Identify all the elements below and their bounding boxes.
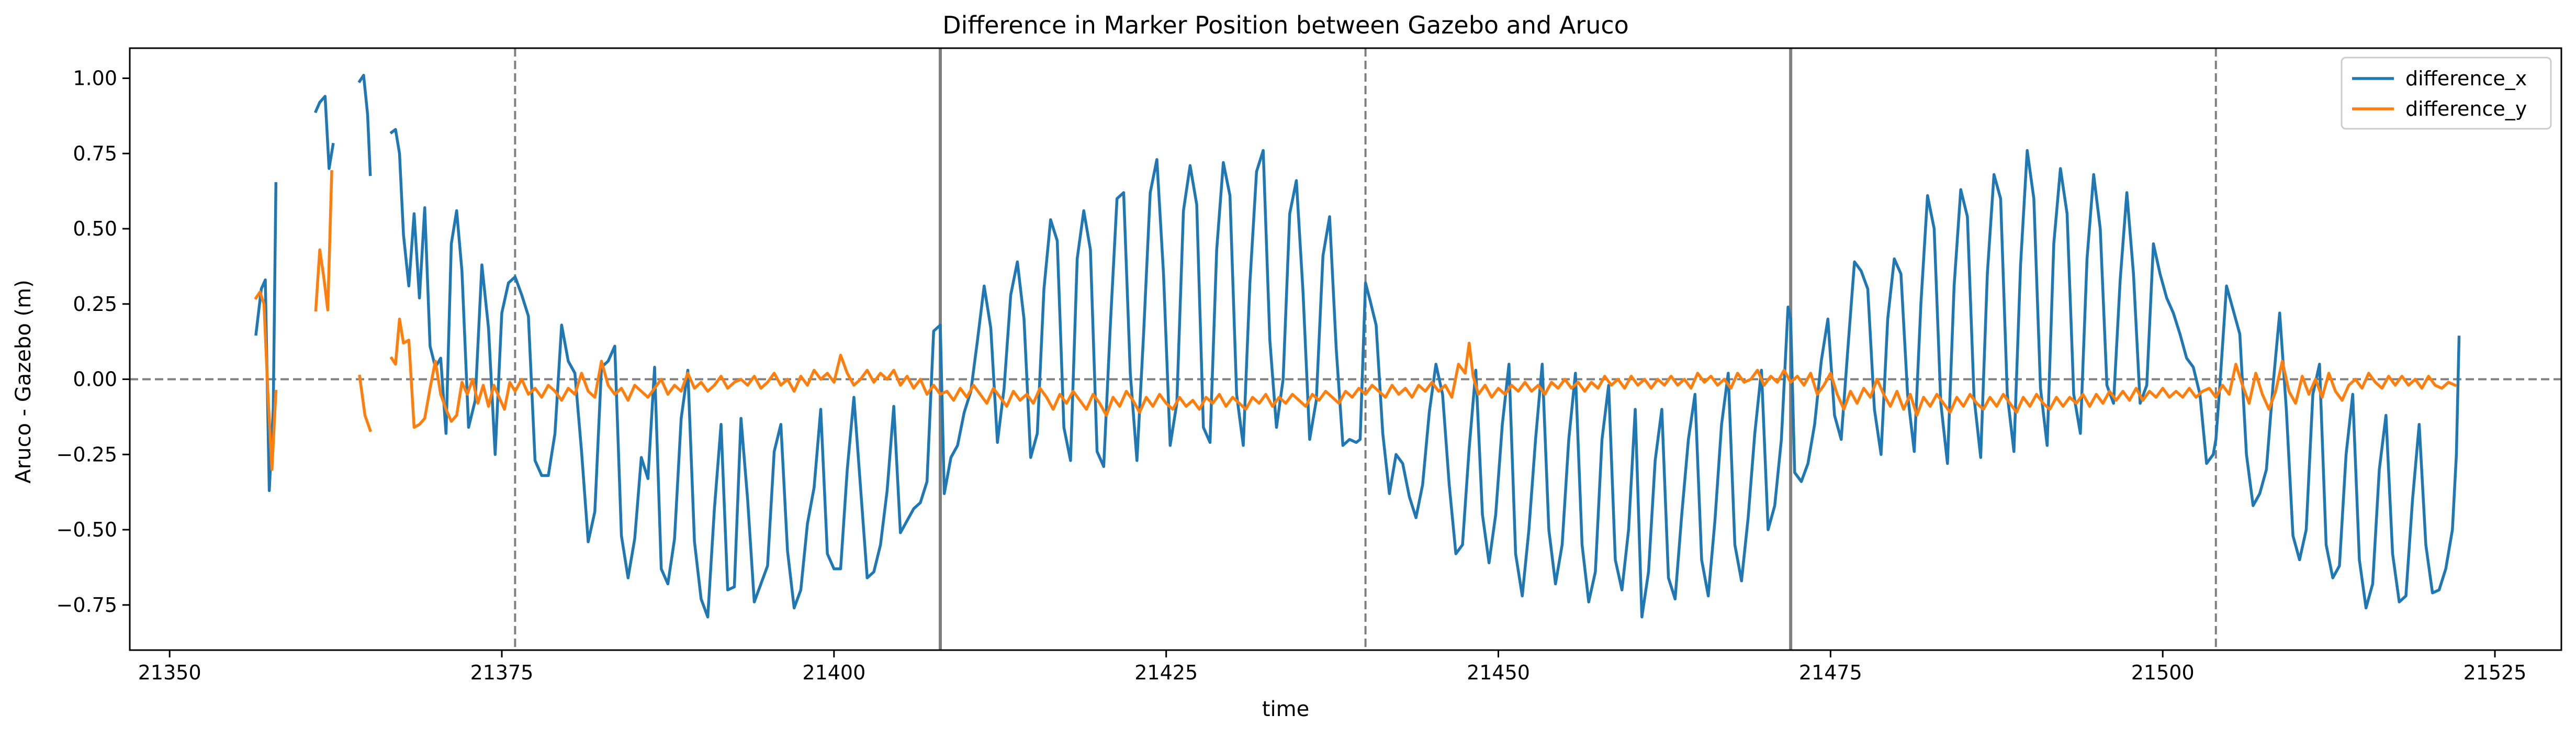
x-tick-label: 21475	[1799, 661, 1862, 684]
plot-frame	[129, 47, 2562, 651]
plot-area: 21350 21375 21400 21425 21450 21475 21500 21525…	[57, 47, 2562, 684]
legend-box	[2341, 57, 2552, 130]
x-tick-label: 21400	[802, 661, 865, 684]
y-tick-label: −0.50	[57, 518, 117, 541]
y-tick-label: 1.00	[73, 67, 117, 90]
x-axis-label: time	[1262, 697, 1309, 721]
series-line-difference_x	[389, 128, 2461, 619]
series-line-difference_x	[357, 74, 372, 176]
y-tick-label: 0.50	[73, 217, 117, 240]
x-tick-label: 21525	[2463, 661, 2527, 684]
y-tick-label: 0.00	[73, 368, 117, 391]
y-tick-label: −0.25	[57, 443, 117, 466]
x-tick-label: 21350	[138, 661, 201, 684]
y-tick-label: 0.25	[73, 293, 117, 316]
x-tick-label: 21375	[470, 661, 534, 684]
x-tick-label: 21425	[1134, 661, 1198, 684]
x-tick-label: 21500	[2131, 661, 2195, 684]
legend-label-difference_y: difference_y	[2405, 97, 2527, 120]
series-line-difference_y	[314, 170, 333, 312]
y-tick-label: 0.75	[73, 142, 117, 165]
series-line-difference_x	[313, 95, 335, 170]
series-line-difference_y	[358, 374, 373, 432]
legend: difference_x difference_y	[2341, 57, 2552, 130]
x-tick-label: 21450	[1467, 661, 1530, 684]
legend-label-difference_x: difference_x	[2405, 67, 2527, 90]
series-group	[254, 74, 2461, 619]
y-tick-label: −0.75	[57, 594, 117, 617]
series-line-difference_y	[389, 317, 2457, 429]
chart-title: Difference in Marker Position between Ga…	[942, 11, 1629, 39]
y-axis-label: Aruco - Gazebo (m)	[12, 280, 36, 483]
series-line-difference_y	[254, 291, 278, 471]
